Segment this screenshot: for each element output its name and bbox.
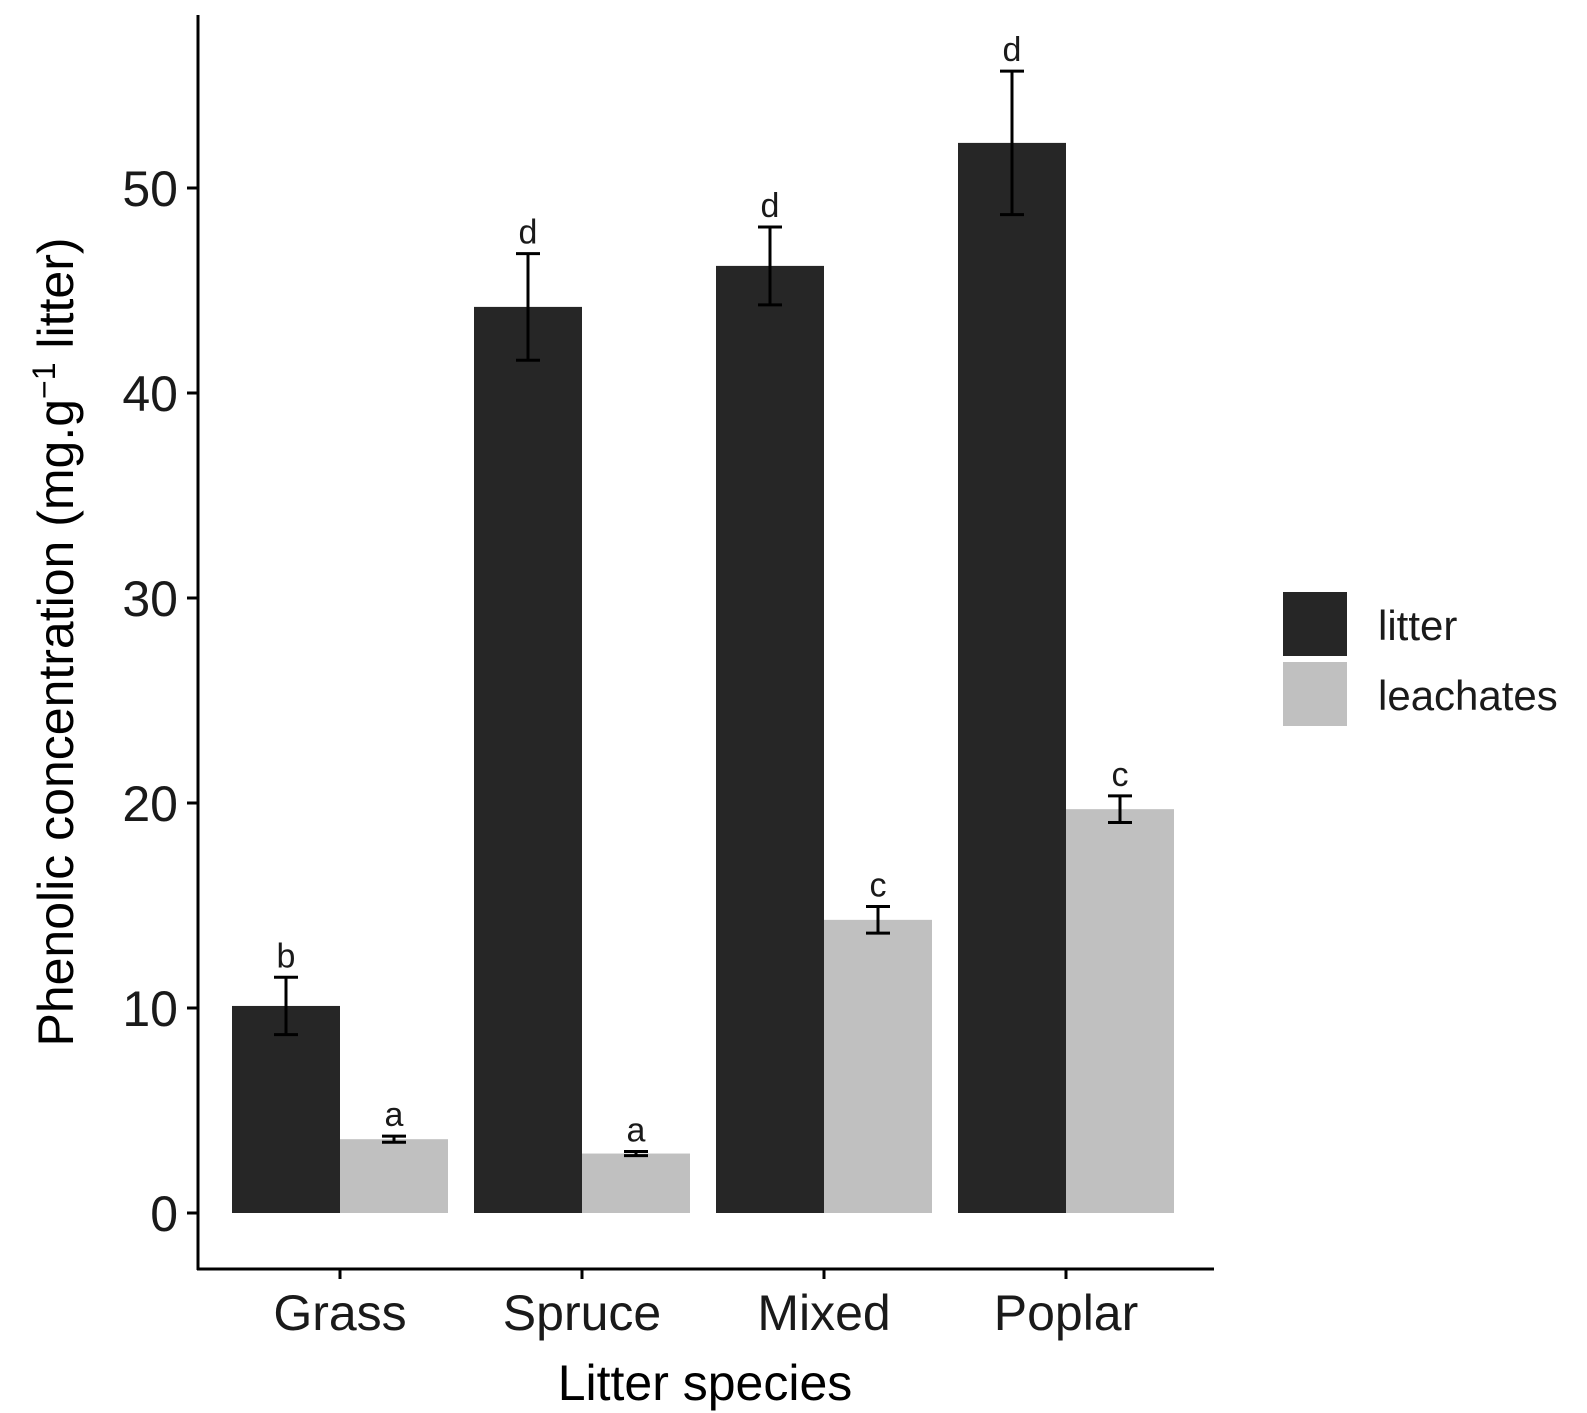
bar-litter-poplar — [958, 142, 1066, 1213]
legend-label-leachates: leachates — [1378, 672, 1558, 719]
bar-leachates-grass — [340, 1139, 448, 1213]
sig-letter-litter-mixed: d — [761, 187, 780, 225]
sig-letter-leachates-poplar: c — [1112, 756, 1129, 794]
sig-letter-leachates-spruce: a — [627, 1112, 646, 1150]
bar-leachates-spruce — [582, 1153, 690, 1213]
x-axis-title: Litter species — [558, 1355, 853, 1411]
y-tick-label-0: 0 — [150, 1186, 178, 1242]
y-tick-label-40: 40 — [122, 366, 178, 422]
bar-litter-spruce — [474, 306, 582, 1213]
significance-letters-layer: b a d a d c d c — [277, 31, 1129, 1149]
legend: litter leachates — [1283, 592, 1558, 726]
x-tick-label-grass: Grass — [273, 1285, 406, 1341]
bars-layer — [232, 142, 1174, 1213]
x-tick-label-mixed: Mixed — [757, 1285, 890, 1341]
y-tick-label-20: 20 — [122, 776, 178, 832]
error-bars-layer — [274, 69, 1132, 1158]
bar-leachates-mixed — [824, 919, 932, 1213]
sig-letter-leachates-grass: a — [385, 1096, 404, 1134]
y-axis-title-main: Phenolic concentration (mg.g — [28, 399, 84, 1047]
y-ticks-layer: 0 10 20 30 40 50 — [122, 161, 198, 1242]
y-tick-label-50: 50 — [122, 161, 178, 217]
bar-leachates-poplar — [1066, 809, 1174, 1213]
legend-key-litter — [1283, 592, 1347, 656]
sig-letter-leachates-mixed: c — [870, 867, 887, 905]
legend-key-leachates — [1283, 662, 1347, 726]
bar-litter-mixed — [716, 265, 824, 1213]
y-axis-title: Phenolic concentration (mg.g−1 litter) — [26, 237, 84, 1046]
sig-letter-litter-spruce: d — [519, 214, 538, 252]
x-tick-label-spruce: Spruce — [503, 1285, 661, 1341]
bar-litter-grass — [232, 1005, 340, 1213]
x-tick-label-poplar: Poplar — [994, 1285, 1139, 1341]
sig-letter-litter-grass: b — [277, 937, 296, 975]
y-tick-label-10: 10 — [122, 981, 178, 1037]
y-axis-title-tail: litter) — [28, 237, 84, 362]
legend-label-litter: litter — [1378, 602, 1457, 649]
y-tick-label-30: 30 — [122, 571, 178, 627]
x-ticks-layer: Grass Spruce Mixed Poplar — [273, 1269, 1138, 1341]
sig-letter-litter-poplar: d — [1003, 31, 1022, 69]
y-axis-title-superscript: −1 — [26, 362, 62, 398]
